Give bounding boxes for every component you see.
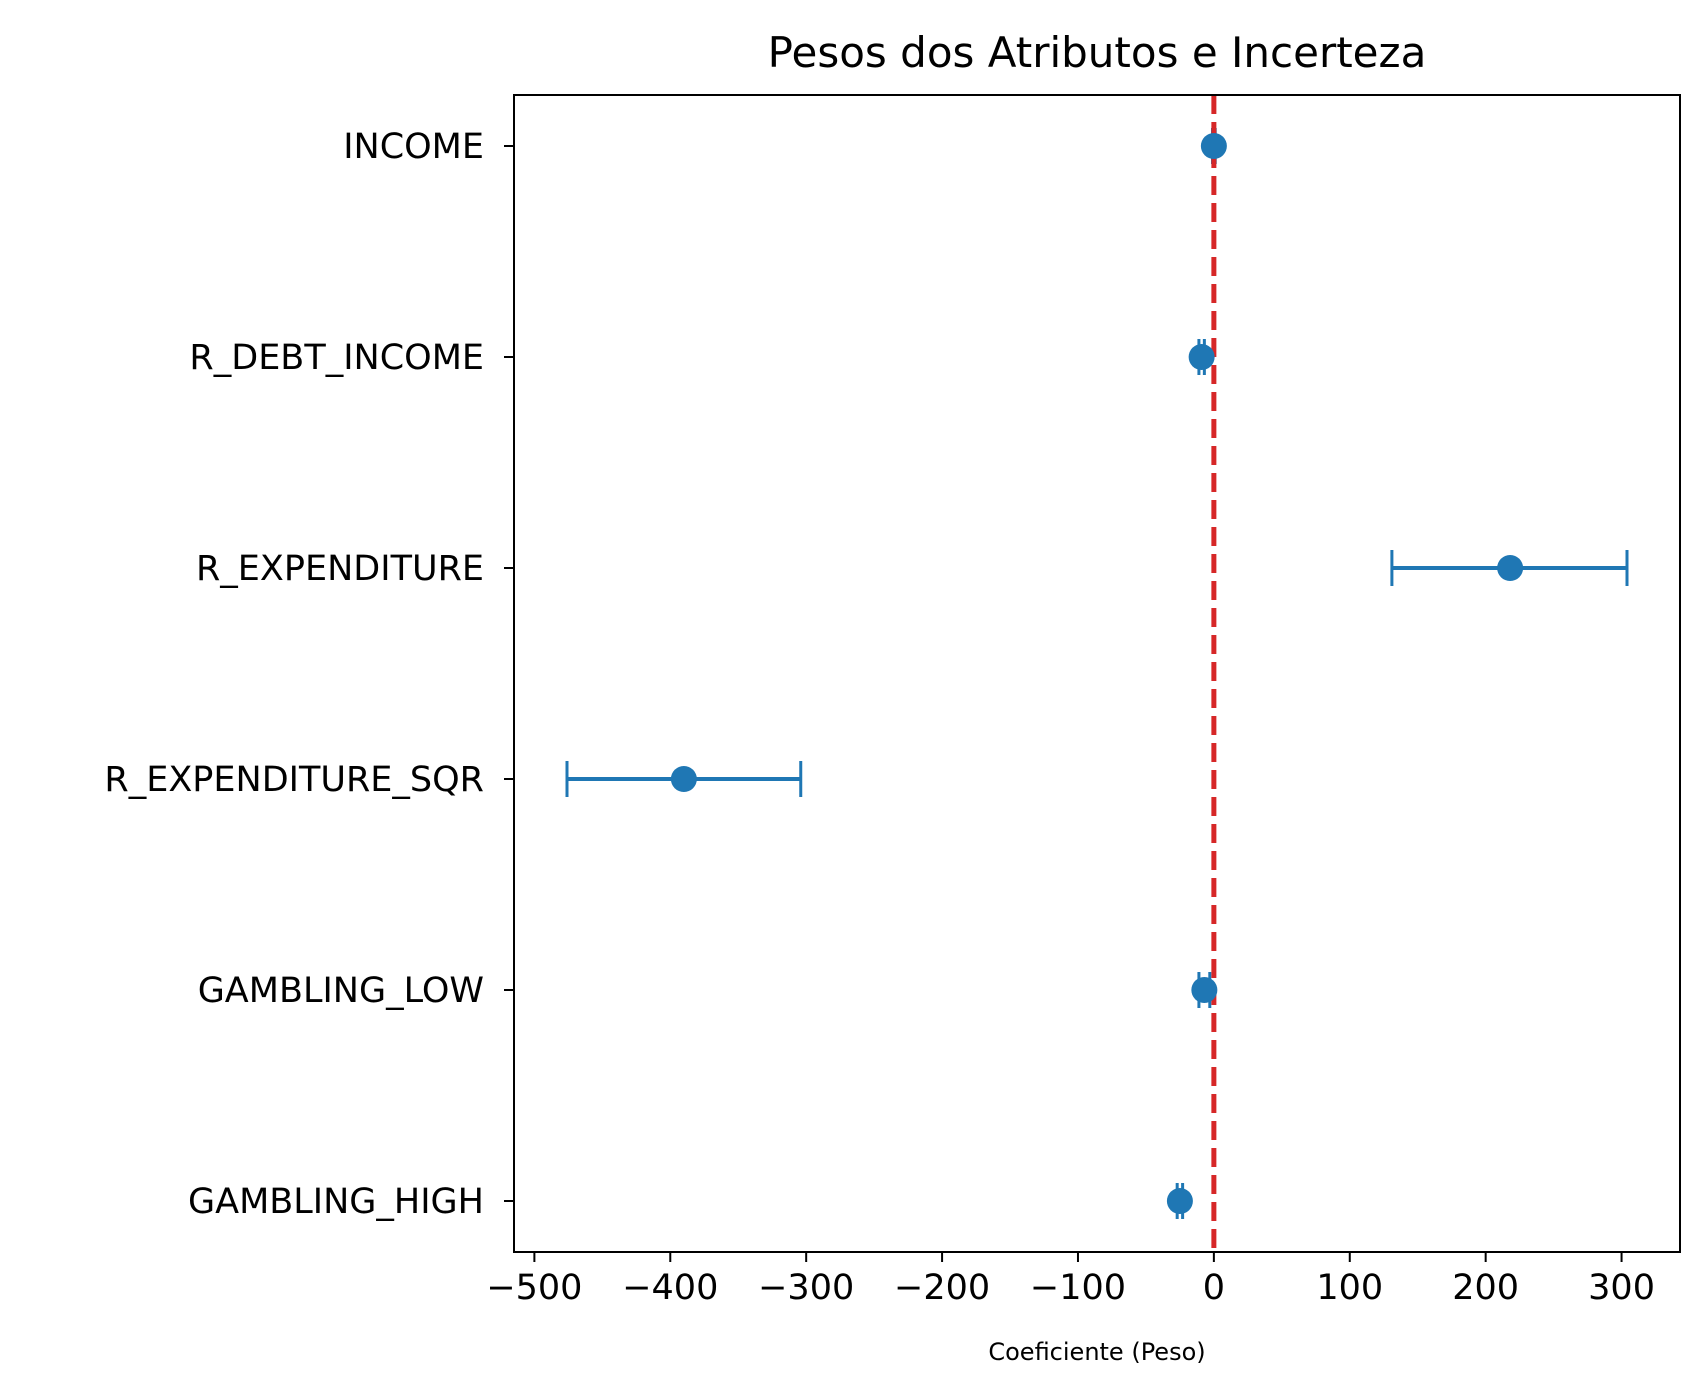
- x-tick-label: 0: [1203, 1268, 1225, 1308]
- data-point: [1188, 344, 1215, 370]
- x-tick-label: −400: [622, 1268, 718, 1308]
- x-tick-label: −500: [486, 1268, 582, 1308]
- y-axis: INCOME R_DEBT_INCOME R_EXPENDITURE R_EXPEND…: [104, 127, 514, 1222]
- y-tick-label: R_EXPENDITURE: [196, 549, 484, 589]
- x-axis: −500 −400 −300 −200 −100 0 100 200 300: [486, 1252, 1655, 1308]
- chart-title: Pesos dos Atributos e Incerteza: [768, 28, 1427, 77]
- y-tick-label: GAMBLING_HIGH: [188, 1182, 484, 1222]
- data-point: [1191, 977, 1218, 1003]
- data-point: [1200, 133, 1227, 159]
- x-tick-label: −200: [894, 1268, 990, 1308]
- x-tick-label: 300: [1588, 1268, 1655, 1308]
- x-tick-label: 200: [1452, 1268, 1519, 1308]
- y-tick-label: INCOME: [343, 127, 484, 167]
- data-point: [1166, 1188, 1193, 1214]
- x-axis-label: Coeficiente (Peso): [988, 1338, 1205, 1366]
- x-tick-label: −300: [758, 1268, 854, 1308]
- y-tick-label: R_DEBT_INCOME: [189, 338, 484, 378]
- data-point: [670, 766, 697, 792]
- x-tick-label: −100: [1030, 1268, 1126, 1308]
- y-tick-label: GAMBLING_LOW: [198, 971, 484, 1011]
- plot-area: [565, 95, 1629, 1252]
- x-tick-label: 100: [1316, 1268, 1383, 1308]
- axes-frame: [513, 94, 1681, 1253]
- data-point: [1497, 555, 1524, 581]
- y-tick-label: R_EXPENDITURE_SQR: [104, 760, 484, 800]
